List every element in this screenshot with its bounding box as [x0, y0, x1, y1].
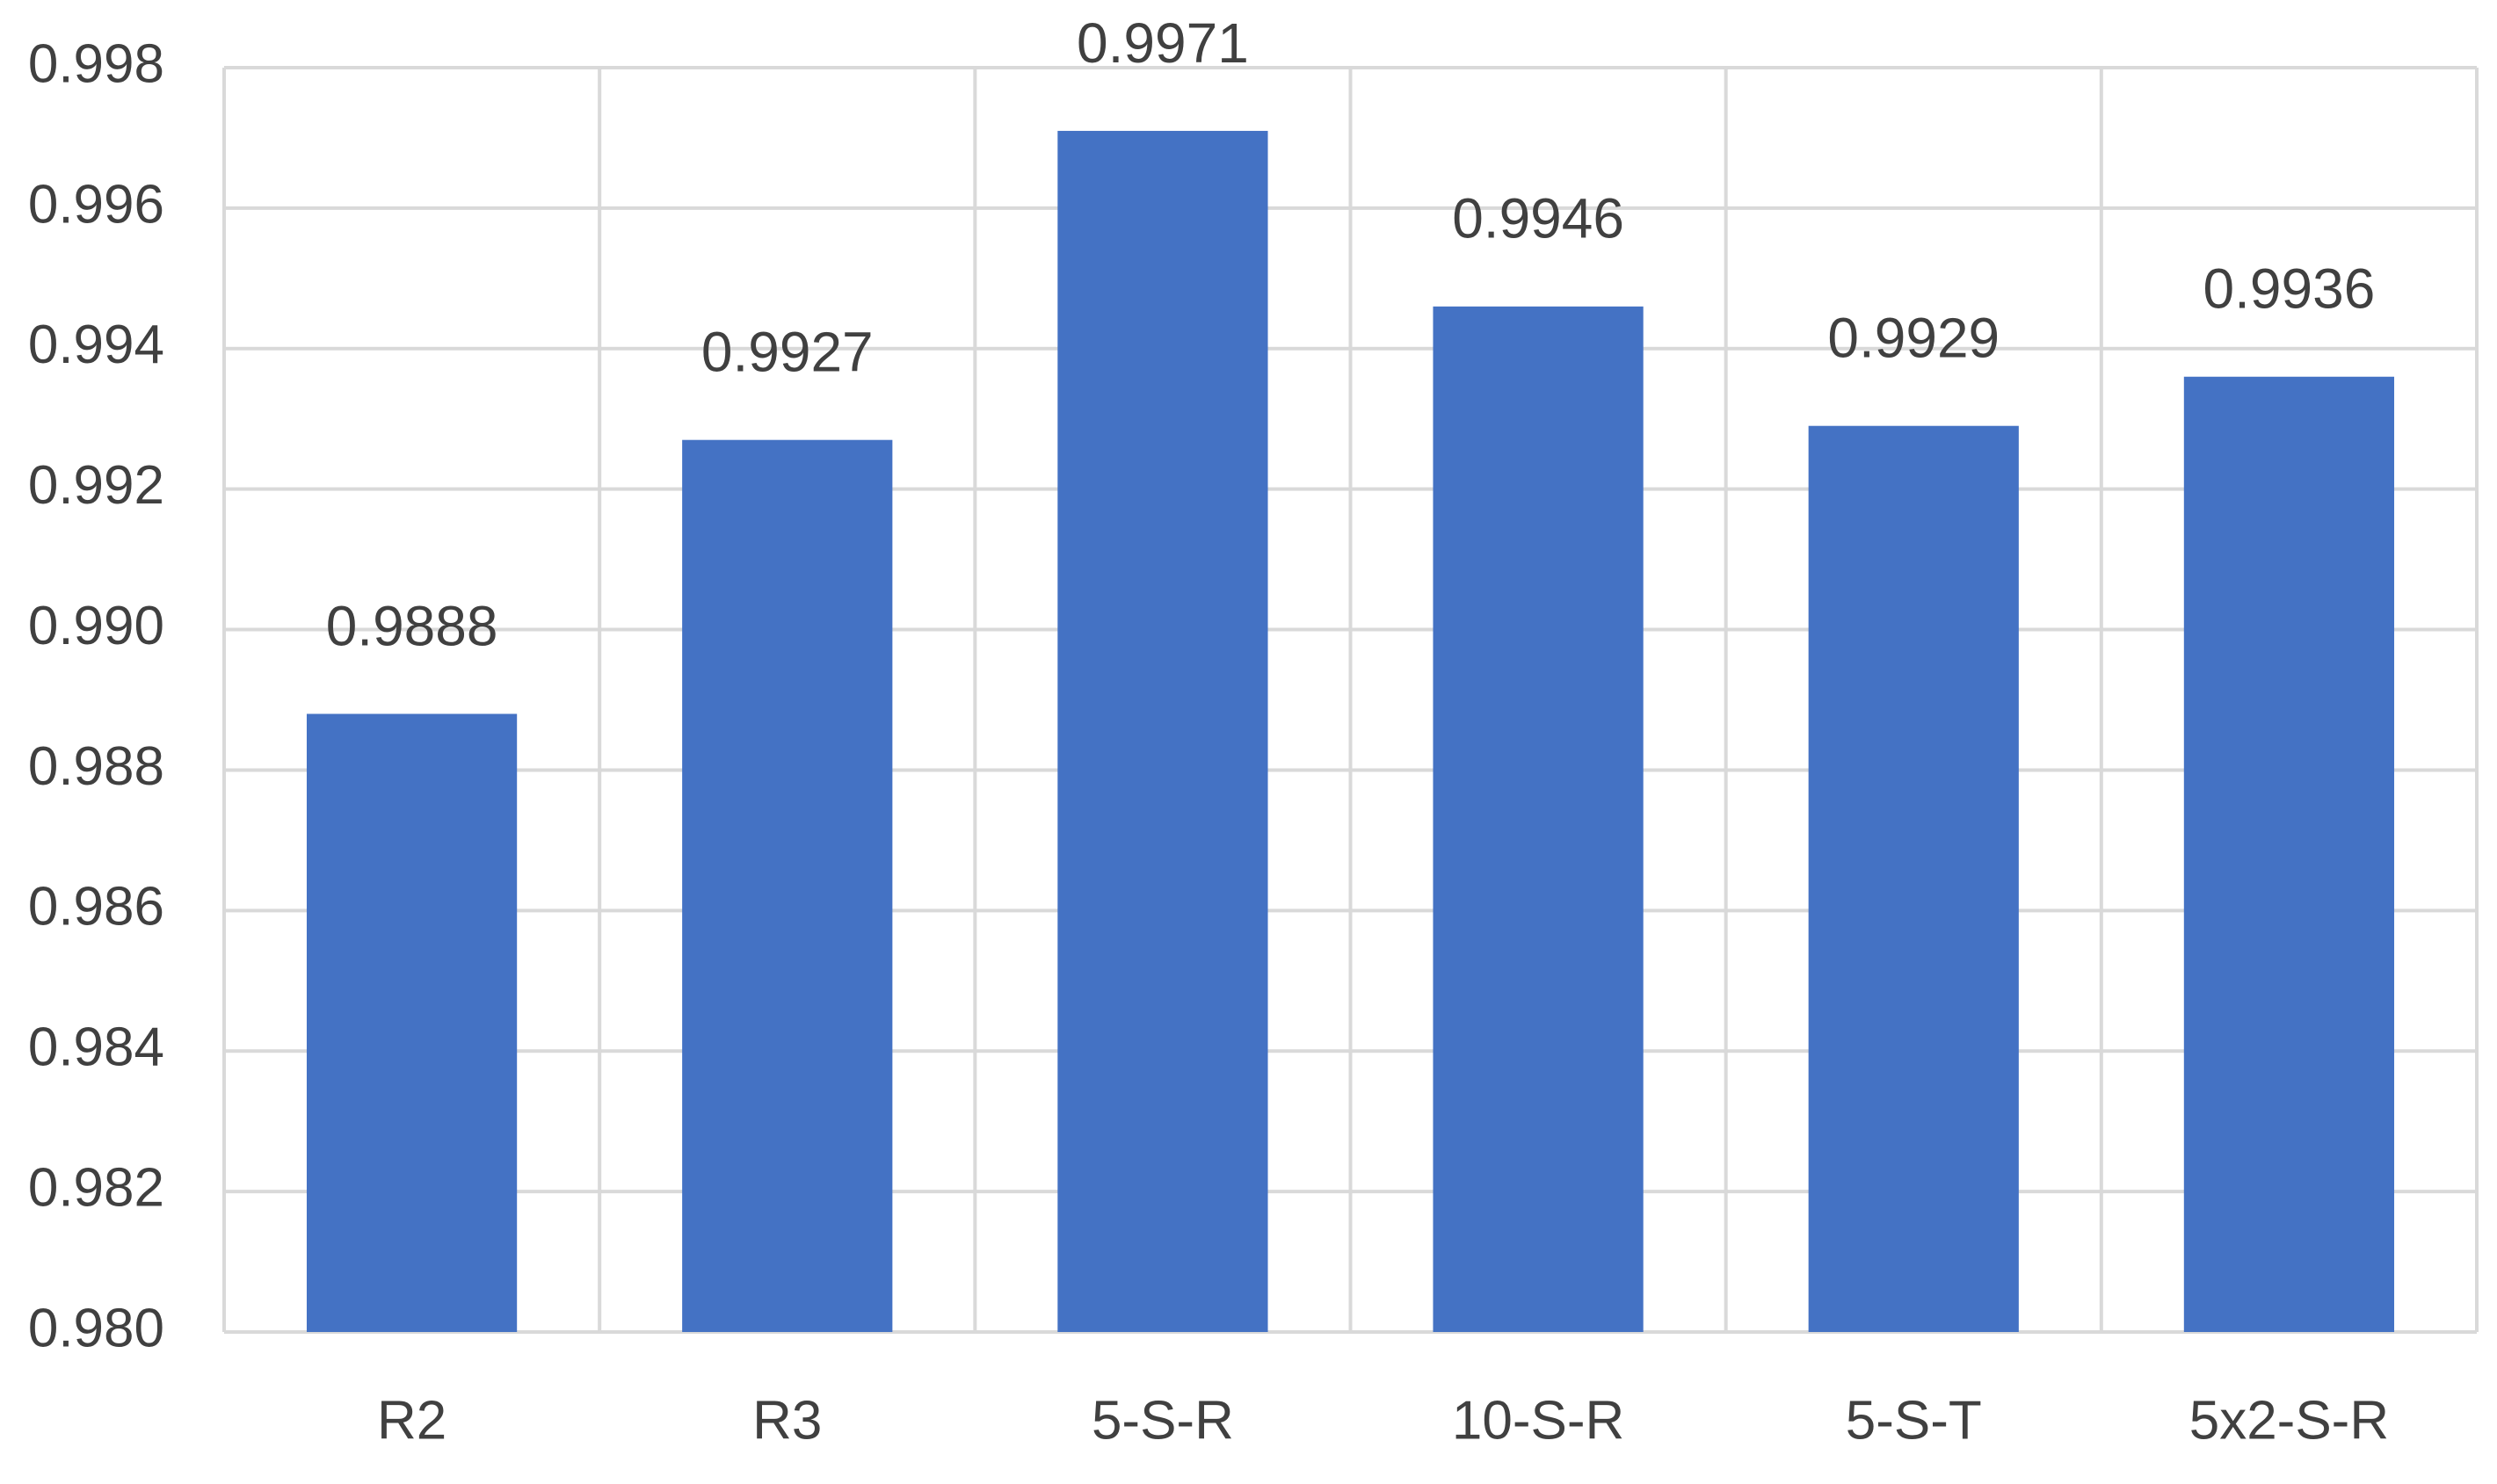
x-tick-label: R3	[752, 1390, 822, 1451]
y-tick-label: 0.996	[28, 174, 164, 235]
y-tick-label: 0.992	[28, 455, 164, 516]
data-label: 0.9936	[2203, 257, 2376, 321]
bar	[1808, 425, 2019, 1332]
x-tick-label: 5-S-T	[1846, 1390, 1982, 1451]
bar	[1433, 306, 1644, 1333]
x-tick-label: 5x2-S-R	[2189, 1390, 2389, 1451]
data-label: 0.9946	[1452, 187, 1624, 250]
y-tick-label: 0.998	[28, 33, 164, 94]
x-tick-label: 5-S-R	[1092, 1390, 1234, 1451]
x-tick-label: 10-S-R	[1452, 1390, 1624, 1451]
data-label: 0.9929	[1827, 307, 2000, 370]
bar	[682, 439, 893, 1332]
y-tick-label: 0.986	[28, 877, 164, 937]
y-tick-label: 0.980	[28, 1298, 164, 1358]
data-label: 0.9927	[701, 321, 874, 384]
data-label: 0.9888	[326, 594, 498, 657]
y-tick-label: 0.984	[28, 1017, 164, 1078]
bar	[306, 713, 518, 1332]
x-tick-label: R2	[377, 1390, 446, 1451]
y-tick-label: 0.990	[28, 596, 164, 656]
bar	[1057, 130, 1268, 1333]
data-label: 0.9971	[1077, 11, 1249, 75]
y-tick-label: 0.994	[28, 315, 164, 375]
y-tick-label: 0.982	[28, 1157, 164, 1218]
y-tick-label: 0.988	[28, 736, 164, 797]
bar	[2183, 376, 2395, 1332]
